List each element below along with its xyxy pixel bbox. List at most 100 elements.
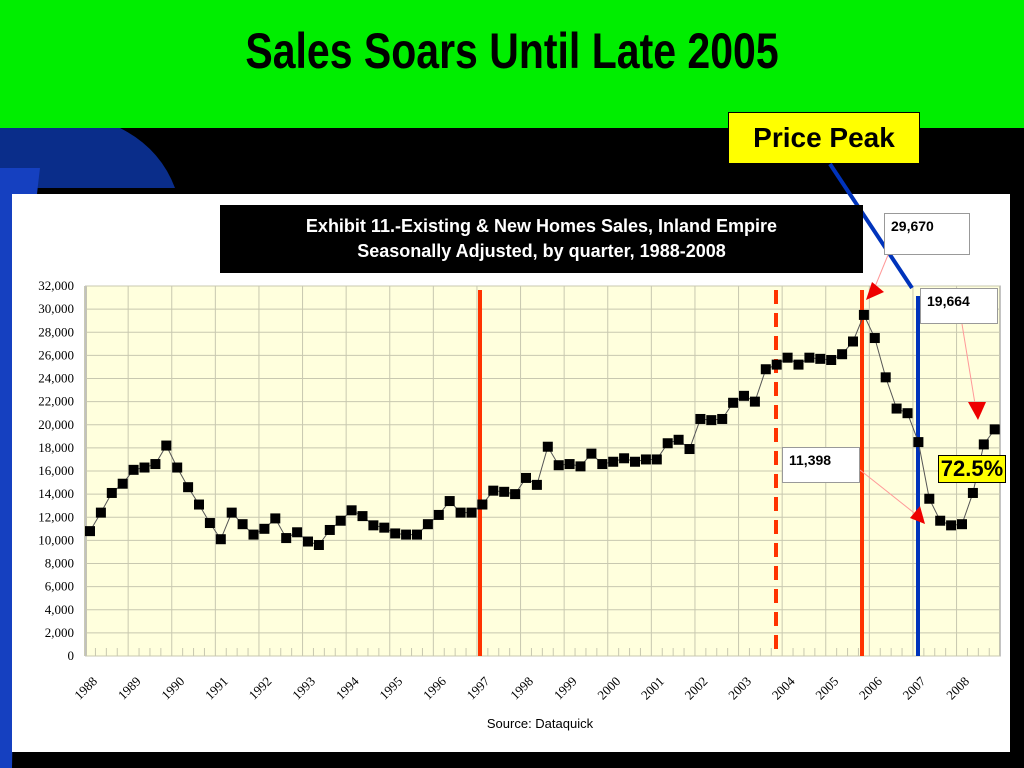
data-point (640, 454, 651, 465)
trough-arrow (910, 506, 925, 524)
x-tick-label: 2008 (943, 674, 972, 703)
data-point (989, 424, 1000, 435)
data-point (237, 519, 248, 530)
x-tick-label: 1990 (158, 674, 187, 703)
price-peak-callout: Price Peak (728, 112, 920, 164)
data-point (891, 403, 902, 414)
data-point (172, 462, 183, 473)
slide-title: Sales Soars Until Late 2005 (245, 23, 779, 79)
x-tick-label: 1996 (420, 673, 449, 702)
data-point (521, 472, 531, 483)
data-point (422, 519, 433, 530)
data-point (782, 352, 793, 363)
data-point (455, 507, 466, 518)
data-point (739, 390, 749, 401)
data-point (270, 513, 281, 524)
y-tick-label: 26,000 (38, 347, 74, 362)
data-point (793, 359, 804, 370)
data-point (259, 523, 270, 534)
data-point (662, 438, 673, 449)
data-point (946, 520, 957, 531)
title-banner (0, 0, 1024, 128)
y-tick-label: 14,000 (38, 486, 74, 501)
data-point (651, 454, 662, 465)
current-arrow (968, 402, 986, 420)
data-point (303, 536, 313, 547)
x-tick-label: 1988 (71, 674, 100, 703)
exhibit-title-line1: Exhibit 11.-Existing & New Homes Sales, … (305, 216, 778, 236)
data-point (673, 434, 684, 445)
data-point (858, 309, 869, 320)
y-tick-label: 0 (68, 648, 75, 663)
data-point (804, 352, 815, 363)
data-point (281, 533, 292, 544)
current-leader (961, 323, 977, 411)
y-tick-label: 32,000 (38, 278, 74, 293)
peak-value-label: 29,670 (884, 213, 970, 255)
y-tick-label: 20,000 (38, 417, 74, 432)
data-point (608, 456, 619, 467)
x-tick-label: 1998 (507, 674, 536, 703)
x-tick-label: 2004 (769, 673, 798, 702)
data-point (324, 524, 335, 535)
x-tick-label: 1992 (246, 674, 275, 703)
data-point (128, 464, 139, 475)
y-tick-label: 10,000 (38, 532, 74, 547)
data-point (226, 507, 237, 518)
data-point (728, 397, 739, 408)
percent-change-label: 72.5% (938, 455, 1006, 483)
data-point (248, 529, 259, 540)
data-point (204, 518, 215, 529)
x-tick-label: 2007 (900, 673, 929, 702)
x-tick-label: 2002 (682, 674, 711, 703)
data-point (194, 499, 204, 510)
x-tick-label: 2006 (856, 673, 885, 702)
data-point (117, 478, 128, 489)
y-tick-label: 16,000 (38, 463, 74, 478)
data-point (313, 540, 324, 550)
data-point (978, 439, 989, 450)
data-point (771, 359, 782, 370)
data-point (586, 448, 597, 459)
data-point (346, 505, 357, 516)
y-tick-label: 12,000 (38, 509, 74, 524)
data-point (837, 349, 848, 360)
y-tick-label: 18,000 (38, 440, 74, 455)
data-point (401, 529, 412, 540)
x-tick-label: 1997 (464, 673, 493, 702)
x-tick-label: 1991 (202, 674, 231, 703)
x-tick-label: 1999 (551, 674, 580, 703)
data-point (139, 462, 150, 473)
y-tick-label: 2,000 (45, 625, 74, 640)
peak-arrow (866, 282, 884, 300)
data-point (967, 487, 978, 498)
data-point (924, 493, 935, 504)
y-tick-label: 28,000 (38, 324, 74, 339)
data-point (390, 528, 401, 539)
exhibit-title-line2: Seasonally Adjusted, by quarter, 1988-20… (357, 241, 726, 261)
exhibit-title-box: Exhibit 11.-Existing & New Homes Sales, … (220, 205, 863, 273)
data-point (510, 489, 521, 500)
x-tick-label: 1993 (289, 674, 318, 703)
data-point (597, 459, 608, 470)
data-point (161, 440, 172, 451)
data-point (630, 456, 640, 467)
data-point (695, 413, 706, 424)
data-point (935, 515, 946, 526)
data-point (357, 511, 368, 522)
data-point (183, 482, 194, 493)
x-tick-label: 1989 (115, 674, 144, 703)
data-point (215, 534, 226, 545)
data-point (957, 519, 967, 530)
data-point (499, 486, 510, 497)
data-point (433, 509, 444, 520)
y-tick-label: 30,000 (38, 301, 74, 316)
data-point (335, 515, 346, 526)
data-point (106, 487, 117, 498)
data-point (575, 461, 586, 472)
y-tick-label: 8,000 (45, 556, 74, 571)
data-point (542, 441, 553, 452)
data-point (95, 507, 106, 518)
data-point (531, 479, 542, 490)
data-point (717, 413, 728, 424)
